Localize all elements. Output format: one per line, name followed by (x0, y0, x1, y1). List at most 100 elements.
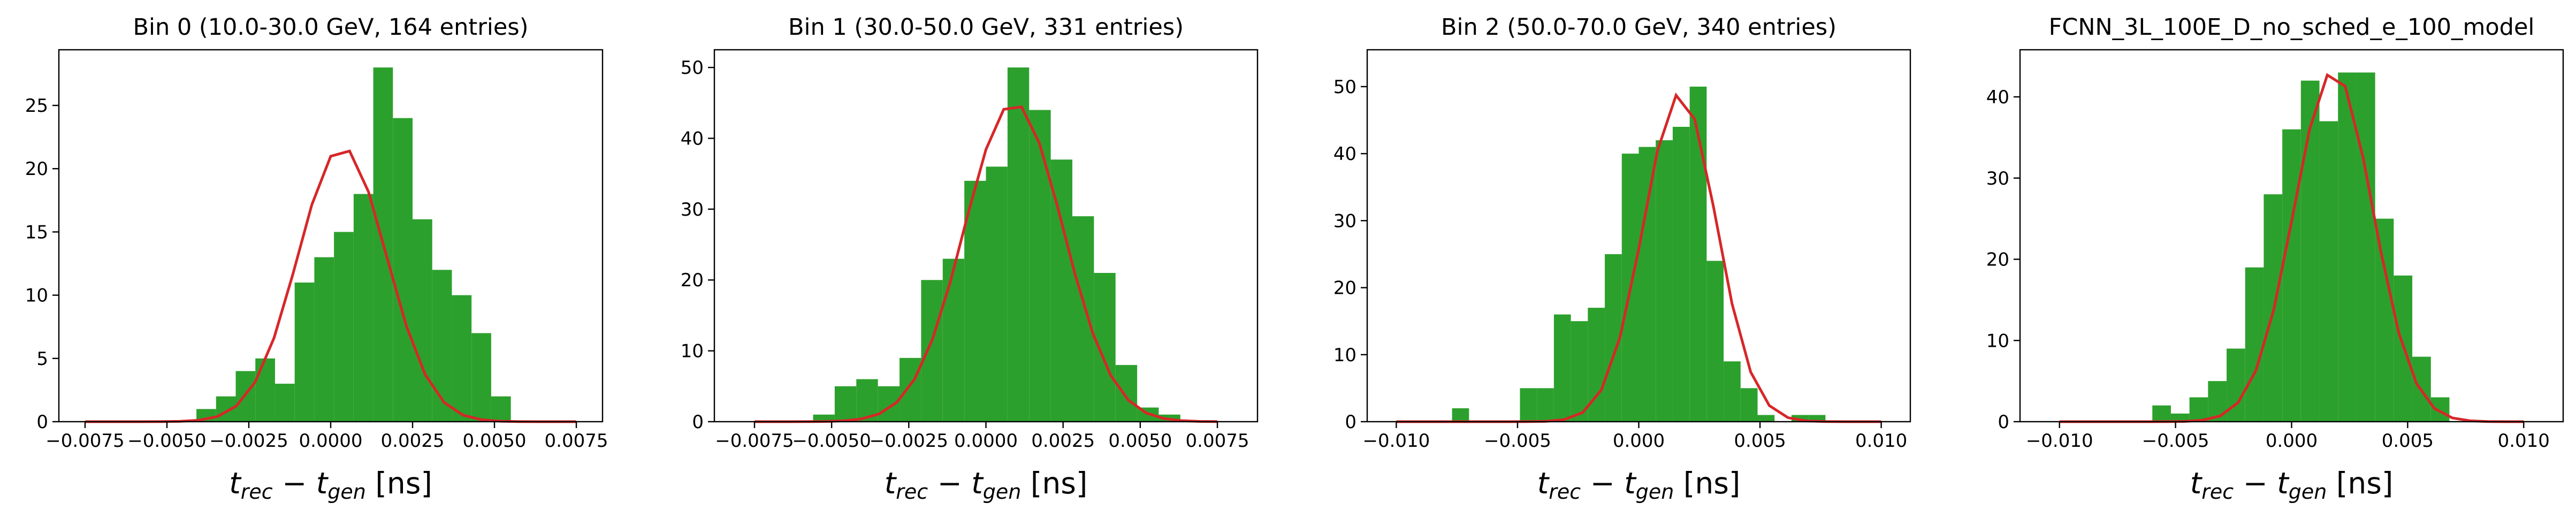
x-axis-label: trec − tgen [ns] (885, 466, 1088, 504)
x-tick-label: −0.005 (2142, 430, 2209, 452)
y-tick-label: 10 (25, 285, 48, 307)
histogram-bar (921, 280, 943, 422)
x-tick-label: 0.0025 (381, 430, 445, 452)
histogram-bar (2300, 80, 2320, 422)
histogram-bar (900, 357, 921, 422)
y-tick-label: 30 (681, 199, 704, 220)
histogram-bar (314, 257, 334, 422)
chart-title: Bin 1 (30.0-50.0 GeV, 331 entries) (788, 14, 1184, 41)
histogram-bar (2338, 72, 2357, 422)
histogram-bar (2170, 413, 2190, 422)
y-tick-label: 20 (681, 270, 704, 291)
histogram-bar (1452, 408, 1469, 422)
y-tick-label: 15 (25, 222, 48, 243)
histogram-bar (452, 295, 472, 422)
histogram-panel-1: −0.0075−0.0050−0.0025 0.0000 0.0025 0.0050 0… (681, 14, 1259, 504)
histogram-bar (432, 270, 452, 422)
histogram-bar (1537, 388, 1554, 422)
histogram-bar (294, 282, 315, 422)
histogram-panel-2: −0.010 −0.005 0.000 0.005 0.010 0 10 20 30 40 50 Bi… (1333, 14, 1911, 504)
x-tick-label: 0.010 (1855, 430, 1907, 452)
x-axis-label: trec − tgen [ns] (1537, 466, 1741, 504)
histogram-bar (1638, 147, 1656, 422)
histogram-bar (2245, 267, 2264, 422)
histogram-bar (2319, 121, 2338, 422)
histogram-panel-3: −0.010 −0.005 0.000 0.005 0.010 0 10 20 30 40 FCNN… (1986, 14, 2564, 504)
histogram-bar (1724, 361, 1741, 422)
histogram-bar (1029, 110, 1051, 422)
y-tick-label: 0 (36, 412, 48, 433)
histogram-bar (1672, 127, 1690, 422)
x-tick-label: −0.0050 (127, 430, 206, 452)
y-tick-label: 25 (25, 95, 48, 117)
x-tick-label: −0.0075 (715, 430, 794, 452)
y-tick-label: 20 (1333, 278, 1356, 299)
histogram-bar (471, 333, 491, 422)
histogram-bar (1740, 388, 1758, 422)
x-tick-label: −0.0050 (792, 430, 871, 452)
y-tick-label: 50 (681, 57, 704, 79)
histogram-bar (2282, 129, 2301, 422)
chart-title: Bin 2 (50.0-70.0 GeV, 340 entries) (1441, 14, 1836, 41)
y-tick-label: 50 (1333, 77, 1356, 98)
y-tick-label: 20 (25, 158, 48, 180)
x-tick-label: −0.0075 (45, 430, 124, 452)
y-tick-label: 10 (1986, 330, 2009, 352)
x-tick-label: 0.0000 (954, 430, 1018, 452)
y-tick-label: 40 (681, 128, 704, 149)
x-axis-label: trec − tgen [ns] (229, 466, 432, 504)
histogram-bar (491, 396, 511, 422)
x-tick-label: 0.005 (2382, 430, 2434, 452)
y-tick-label: 0 (1998, 412, 2009, 433)
y-tick-label: 30 (1986, 168, 2009, 189)
x-tick-label: −0.010 (2026, 430, 2093, 452)
histogram-bar (2356, 72, 2375, 422)
x-tick-label: 0.005 (1734, 430, 1786, 452)
y-tick-label: 40 (1333, 143, 1356, 165)
histogram-bar (986, 166, 1008, 422)
x-tick-label: −0.005 (1484, 430, 1551, 452)
x-tick-label: 0.0075 (545, 430, 608, 452)
x-tick-label: 0.0000 (299, 430, 363, 452)
histogram-bar (1115, 365, 1138, 422)
histogram-bar (1706, 261, 1724, 422)
histogram-bar (2152, 405, 2171, 422)
histogram-bar (353, 194, 374, 422)
y-tick-label: 0 (1345, 412, 1356, 433)
x-tick-label: 0.0050 (463, 430, 527, 452)
y-tick-label: 10 (681, 341, 704, 362)
y-tick-label: 20 (1986, 249, 2009, 271)
y-tick-label: 0 (692, 412, 704, 433)
histogram-bar (1757, 415, 1775, 422)
y-tick-label: 5 (36, 348, 48, 370)
x-tick-label: 0.0050 (1108, 430, 1172, 452)
x-tick-label: −0.010 (1362, 430, 1430, 452)
x-tick-label: 0.000 (2266, 430, 2318, 452)
histogram-bar (834, 386, 857, 422)
histogram-bar (1571, 321, 1588, 422)
histogram-bar (1050, 159, 1072, 422)
histogram-bar (1656, 140, 1673, 422)
x-tick-label: 0.000 (1613, 430, 1665, 452)
histogram-bar (1094, 273, 1116, 422)
histogram-bar (1689, 86, 1707, 422)
histogram-bar (275, 384, 295, 422)
x-axis-label: trec − tgen [ns] (2190, 466, 2394, 504)
histogram-bar (1072, 216, 1094, 422)
histogram-bar (1553, 314, 1571, 422)
histogram-bar (813, 414, 835, 422)
y-tick-label: 30 (1333, 210, 1356, 232)
chart-title: FCNN_3L_100E_D_no_sched_e_100_model (2049, 14, 2535, 41)
histogram-bar (942, 258, 965, 422)
histogram-bar (393, 118, 413, 422)
y-tick-label: 40 (1986, 87, 2009, 108)
histogram-bar (2375, 218, 2394, 422)
y-tick-label: 10 (1333, 345, 1356, 366)
histogram-bar (1520, 388, 1537, 422)
histogram-bar (413, 219, 432, 422)
histogram-bar (964, 180, 986, 422)
histogram-bar (2189, 397, 2208, 422)
chart-title: Bin 0 (10.0-30.0 GeV, 164 entries) (133, 14, 529, 41)
x-tick-label: 0.0075 (1186, 430, 1249, 452)
